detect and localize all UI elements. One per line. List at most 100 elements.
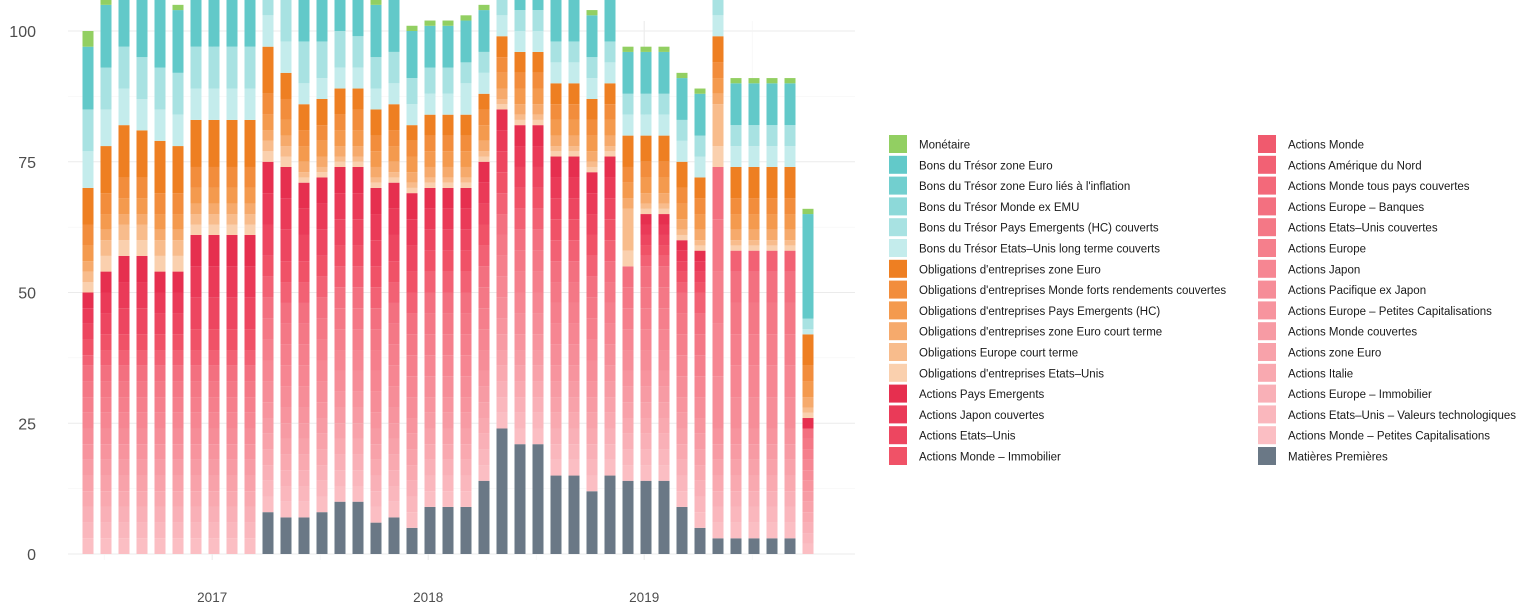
bar-segment [658,465,670,481]
bar-segment [568,104,580,120]
bar-segment [280,166,292,199]
bar-segment [730,250,742,272]
bar-segment [640,51,652,94]
bar-segment [802,501,814,513]
bar-segment [334,219,346,246]
bar-segment [226,88,238,120]
legend-swatch [889,259,907,278]
bar-segment [586,412,598,429]
bar-segment [514,31,526,52]
bar-segment [730,83,742,126]
bar-segment [730,491,742,507]
bar-segment [748,83,760,126]
bar-segment [712,78,724,94]
bar-segment [118,240,130,256]
bar-segment [712,93,724,105]
bar-segment [622,166,634,183]
bar-segment [658,350,670,371]
bar-segment [208,329,220,351]
bar-segment [208,187,220,204]
bar-segment [406,355,418,377]
bar-segment [406,182,418,188]
bar-segment [208,522,220,539]
bar-segment [226,46,238,89]
bar-segment [460,428,472,445]
bar-segment [154,255,166,272]
legend-swatch [889,322,907,341]
bar-segment [172,428,184,445]
bar-segment [550,282,562,303]
bar-segment [712,62,724,79]
bar-segment [226,538,238,554]
bar-segment [190,234,202,267]
bar-segment [460,166,472,178]
bar-segment [316,140,328,157]
bar-segment [190,365,202,382]
bar-segment [730,334,742,366]
legend-swatch [1258,176,1276,195]
bar-segment [712,166,724,220]
bar-segment [658,203,670,209]
bar-segment [280,98,292,120]
bar-segment [298,386,310,408]
bar-segment [478,4,490,11]
bar-segment [208,203,220,215]
bar-segment [388,182,400,209]
bar-segment [802,449,814,460]
bar-segment [496,334,508,351]
bar-segment [802,407,814,413]
bar-segment [424,506,436,554]
bar-segment [280,386,292,408]
bar-segment [640,418,652,434]
bar-segment [586,10,598,16]
bar-segment [136,350,148,366]
bar-segment [370,166,382,178]
bar-segment [460,250,472,272]
bar-segment [730,245,742,251]
bar-segment [316,402,328,419]
bar-segment [118,282,130,309]
bar-segment [766,166,778,199]
bar-segment [514,428,526,445]
bar-segment [532,350,544,366]
bar-segment [460,412,472,429]
bar-segment [118,538,130,554]
bar-segment [118,506,130,523]
legend-swatch [1258,239,1276,257]
bar-segment [604,412,616,429]
y-axis: 0 25 50 75 100 [9,24,36,564]
bar-segment [226,412,238,429]
bar-segment [604,282,616,303]
legend-swatch [1258,135,1276,153]
bar-segment [100,381,112,398]
bar-segment [298,104,310,131]
bar-segment [370,135,382,152]
bar-segment [370,329,382,351]
bar-segment [172,459,184,476]
bar-segment [298,282,310,303]
bar-segment [208,46,220,89]
bar-segment [136,130,148,178]
bar-segment [802,459,814,471]
bar-segment [352,454,364,471]
bar-segment [568,412,580,429]
bar-segment [478,203,490,225]
bar-segment [370,240,382,267]
bar-segment [280,517,292,554]
bar-segment [442,459,454,476]
bar-segment [676,161,688,188]
legend-label: Actions Etats–Unis – Valeurs technologiq… [1288,410,1516,422]
bar-segment [532,313,544,335]
x-tick-label: 2018 [413,590,443,605]
bar-segment [190,187,202,204]
bar-segment [154,229,166,241]
bar-segment [406,418,418,434]
bar-segment [172,475,184,492]
bar-segment [802,522,814,534]
bar-segment [226,397,238,413]
bar-segment [334,156,346,162]
bar-segment [424,376,436,398]
bar-segment [496,428,508,554]
bar-segment [154,193,166,215]
bar-segment [676,491,688,507]
